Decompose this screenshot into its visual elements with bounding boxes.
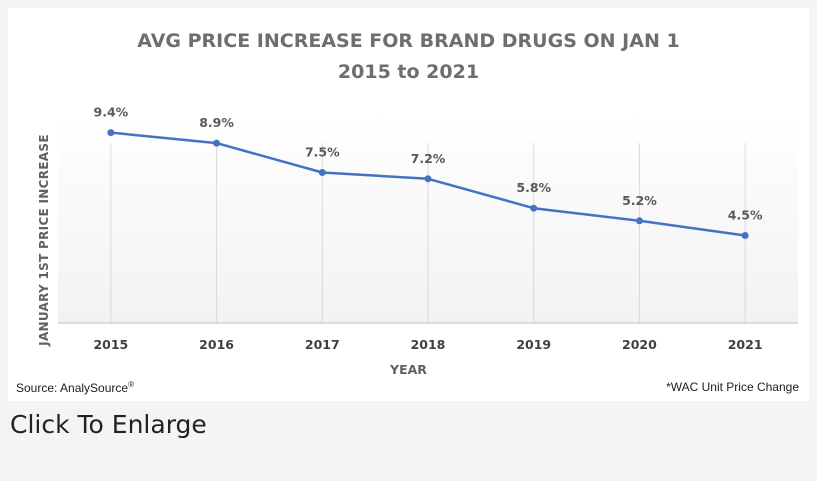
data-point — [635, 217, 643, 225]
source-note: Source: AnalySource® — [16, 380, 134, 395]
data-label: 4.5% — [728, 208, 763, 223]
x-tick-label: 2016 — [199, 337, 234, 352]
registered-mark: ® — [128, 380, 134, 389]
data-label: 8.9% — [199, 115, 234, 130]
x-tick-label: 2020 — [622, 337, 657, 352]
data-label: 9.4% — [94, 105, 129, 120]
data-label: 7.5% — [305, 145, 340, 160]
x-tick-label: 2015 — [93, 337, 128, 352]
data-label: 5.2% — [622, 193, 657, 208]
x-tick-label: 2018 — [411, 337, 446, 352]
data-label: 7.2% — [411, 151, 446, 166]
y-axis-label: JANUARY 1ST PRICE INCREASE — [37, 134, 51, 346]
chart-title: AVG PRICE INCREASE FOR BRAND DRUGS ON JA… — [137, 30, 680, 52]
line-chart: 9.4% 2015 8.9% 2016 7.5% 2017 7.2% 2018 5.8% 2019… — [58, 105, 798, 352]
data-point — [318, 169, 326, 176]
data-label: 5.8% — [516, 180, 551, 195]
x-tick-label: 2021 — [728, 337, 763, 352]
data-point — [424, 175, 432, 183]
data-point — [213, 139, 221, 147]
chart-subtitle: 2015 to 2021 — [337, 61, 480, 83]
data-point — [530, 204, 538, 212]
x-axis-label: YEAR — [390, 362, 427, 377]
x-tick-label: 2017 — [305, 337, 340, 352]
chart-card: 9.4% 2015 8.9% 2016 7.5% 2017 7.2% 2018 5.8% 2019… — [8, 8, 809, 401]
x-tick-label: 2019 — [516, 337, 551, 352]
data-point — [107, 129, 115, 137]
data-point — [741, 232, 749, 239]
source-text: Source: AnalySource — [16, 381, 129, 395]
click-to-enlarge-link[interactable]: Click To Enlarge — [10, 410, 207, 439]
footnote: *WAC Unit Price Change — [666, 380, 799, 394]
